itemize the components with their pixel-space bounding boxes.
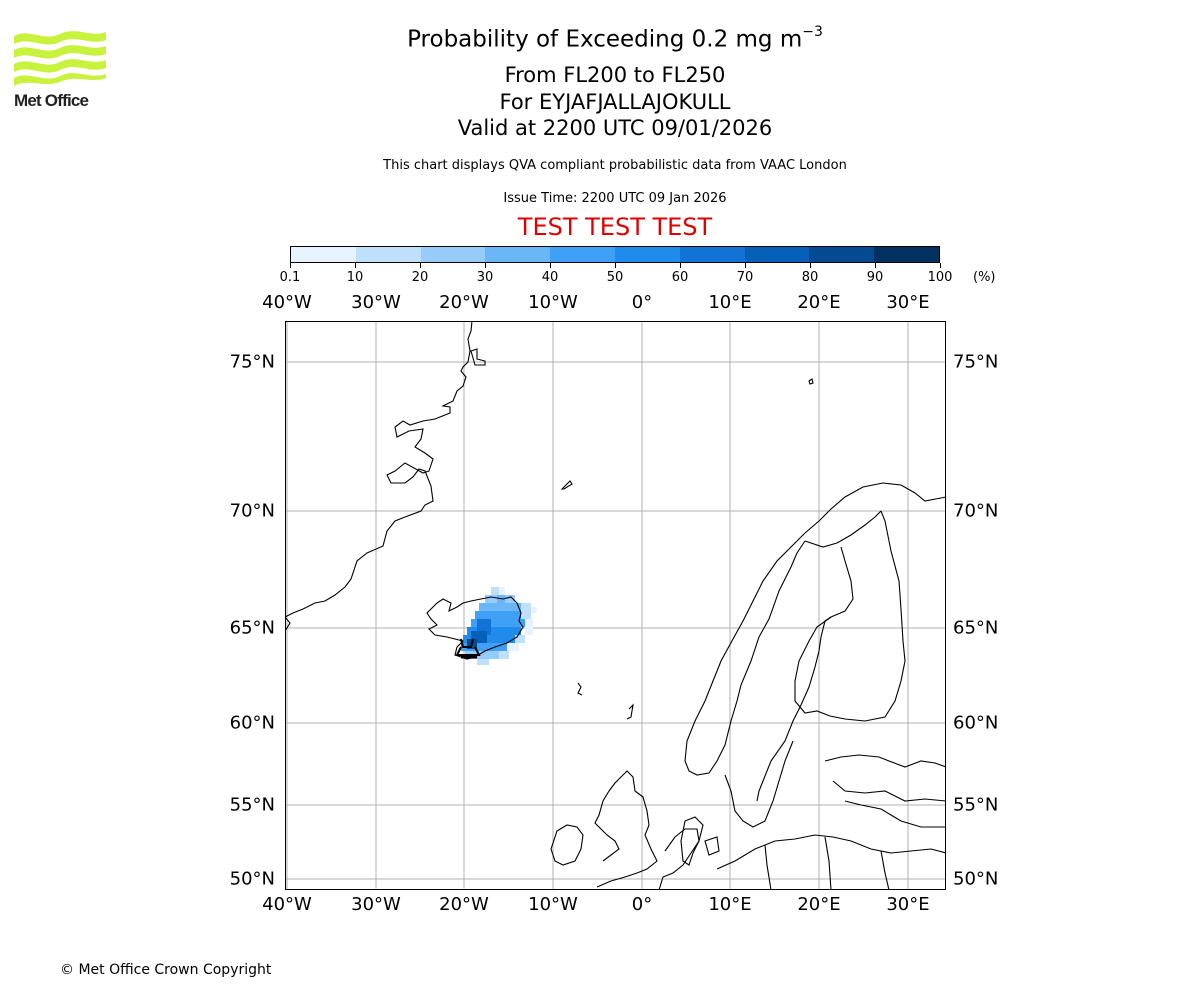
met-office-waves-icon <box>14 31 106 86</box>
latitude-label: 70°N <box>229 500 275 522</box>
colorbar-tick <box>745 263 746 268</box>
colorbar-tick-label: 30 <box>476 270 494 285</box>
volcano-marker-icon[interactable] <box>455 638 481 659</box>
coastlines <box>285 321 946 890</box>
colorbar-tick <box>550 263 551 268</box>
longitude-label: 10°W <box>528 292 578 313</box>
colorbar-tick <box>615 263 616 268</box>
colorbar-tick-label: 90 <box>866 270 884 285</box>
colorbar-segment <box>291 247 356 262</box>
longitude-label: 40°W <box>262 292 312 313</box>
colorbar-segment <box>874 247 939 262</box>
title-text: Probability of Exceeding 0.2 mg m <box>407 26 803 53</box>
map-frame <box>285 321 946 890</box>
colorbar-segment <box>614 247 680 262</box>
latitude-label: 75°N <box>953 351 999 373</box>
longitude-label: 20°E <box>797 292 841 313</box>
colorbar-segment <box>550 247 615 262</box>
longitude-label: 30°W <box>351 292 401 313</box>
colorbar-segment <box>809 247 875 262</box>
colorbar-tick-label: 40 <box>541 270 559 285</box>
issue-time: Issue Time: 2200 UTC 09 Jan 2026 <box>503 191 727 206</box>
longitude-label: 40°W <box>262 894 312 915</box>
colorbar-segment <box>420 247 486 262</box>
colorbar-tick-label: 100 <box>927 270 953 285</box>
colorbar-tick <box>485 263 486 268</box>
volcano-name: For EYJAFJALLAJOKULL <box>499 90 731 114</box>
chart-title: Probability of Exceeding 0.2 mg m−3 <box>0 24 1200 53</box>
longitude-label: 30°E <box>886 292 930 313</box>
longitude-label: 10°E <box>708 292 752 313</box>
colorbar-segment <box>485 247 551 262</box>
colorbar-tick <box>875 263 876 268</box>
flight-level-range: From FL200 to FL250 <box>504 63 726 87</box>
longitude-label: 20°W <box>439 292 489 313</box>
colorbar-tick <box>810 263 811 268</box>
colorbar-tick <box>680 263 681 268</box>
latitude-label: 55°N <box>953 794 999 816</box>
colorbar-tick <box>420 263 421 268</box>
latitude-label: 60°N <box>229 712 275 734</box>
chart-subtitle: This chart displays QVA compliant probab… <box>383 158 847 173</box>
colorbar-segment <box>744 247 810 262</box>
longitude-label: 10°E <box>708 894 752 915</box>
latitude-label: 65°N <box>229 617 275 639</box>
met-office-logo-text: Met Office <box>14 91 89 110</box>
latitude-label: 75°N <box>229 351 275 373</box>
met-office-logo <box>14 30 106 112</box>
colorbar-tick-label: 0.1 <box>279 270 301 285</box>
colorbar-tick <box>290 263 291 268</box>
graticule <box>285 321 946 890</box>
colorbar-tick-label: 60 <box>671 270 689 285</box>
map-panel[interactable] <box>285 321 946 890</box>
colorbar-tick <box>355 263 356 268</box>
title-superscript: −3 <box>802 24 823 40</box>
longitude-label: 30°W <box>351 894 401 915</box>
colorbar-unit: (%) <box>973 270 996 285</box>
copyright-notice: © Met Office Crown Copyright <box>60 962 272 978</box>
longitude-label: 0° <box>631 894 653 915</box>
valid-time: Valid at 2200 UTC 09/01/2026 <box>457 116 773 140</box>
test-banner: TEST TEST TEST <box>517 213 713 241</box>
colorbar-segment <box>679 247 745 262</box>
latitude-label: 60°N <box>953 712 999 734</box>
colorbar-tick-label: 80 <box>801 270 819 285</box>
colorbar <box>290 246 940 263</box>
colorbar-tick-label: 70 <box>736 270 754 285</box>
colorbar-tick-label: 10 <box>346 270 364 285</box>
colorbar-tick <box>940 263 941 268</box>
longitude-label: 10°W <box>528 894 578 915</box>
longitude-label: 20°E <box>797 894 841 915</box>
longitude-label: 20°W <box>439 894 489 915</box>
colorbar-tick-label: 50 <box>606 270 624 285</box>
latitude-label: 50°N <box>229 868 275 890</box>
latitude-label: 50°N <box>953 868 999 890</box>
colorbar-tick-label: 20 <box>411 270 429 285</box>
longitude-label: 30°E <box>886 894 930 915</box>
latitude-label: 70°N <box>953 500 999 522</box>
latitude-label: 55°N <box>229 794 275 816</box>
colorbar-segment <box>355 247 421 262</box>
latitude-label: 65°N <box>953 617 999 639</box>
longitude-label: 0° <box>631 292 653 313</box>
